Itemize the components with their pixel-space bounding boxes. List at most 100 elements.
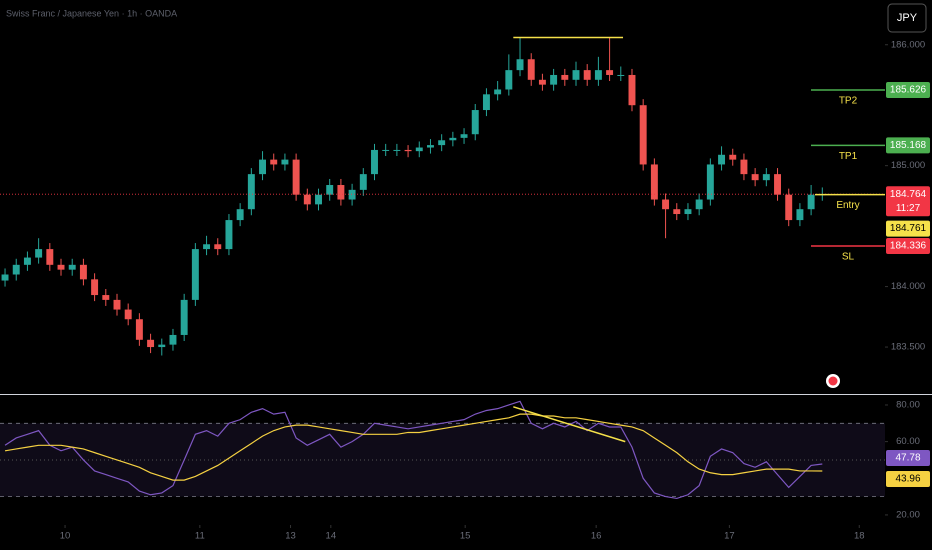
- candle-body: [673, 209, 681, 215]
- candle-body: [684, 209, 692, 215]
- candle-body: [471, 110, 479, 135]
- candle-body: [494, 89, 502, 95]
- series-line: [4, 413, 823, 481]
- y-tick-label: 80.00: [896, 399, 920, 410]
- candle-body: [538, 79, 546, 85]
- x-tick-label: 13: [285, 531, 296, 542]
- candle-body: [762, 174, 770, 181]
- candle-body: [57, 264, 65, 270]
- level-price: 184.336: [890, 241, 927, 252]
- candle-body: [706, 164, 714, 200]
- y-tick-label: 184.000: [891, 281, 925, 292]
- x-tick-label: 18: [854, 531, 865, 542]
- candle-body: [482, 94, 490, 111]
- candle-body: [807, 194, 815, 210]
- candle-body: [23, 257, 31, 265]
- candle-body: [12, 264, 20, 275]
- candle-body: [393, 149, 401, 151]
- candle-body: [751, 174, 759, 181]
- candle-body: [147, 339, 155, 348]
- last-price-label: 184.764: [890, 189, 927, 200]
- level-price-tag: [886, 237, 930, 254]
- level-price: 185.626: [890, 85, 927, 96]
- candle-body: [382, 149, 390, 151]
- candle-body: [740, 159, 748, 175]
- candle-body: [1, 274, 9, 281]
- candle-body: [438, 140, 446, 146]
- countdown-label: 11:27: [896, 203, 921, 214]
- level-price-tag: [886, 81, 930, 98]
- level-name: SL: [842, 252, 855, 263]
- candle-body: [460, 134, 468, 138]
- level-name: TP1: [839, 151, 858, 162]
- series-value-tag: [886, 450, 930, 467]
- candle-body: [617, 74, 625, 76]
- candle-body: [135, 319, 143, 340]
- x-tick-label: 17: [724, 531, 735, 542]
- series-value-label: 43.96: [895, 474, 920, 485]
- level-price: 185.168: [890, 140, 927, 151]
- candle-body: [550, 74, 558, 85]
- candle-body: [158, 344, 166, 348]
- candle-body: [718, 154, 726, 165]
- candle-body: [281, 159, 289, 165]
- y-tick-label: 183.500: [891, 342, 925, 353]
- currency-label[interactable]: JPY: [897, 12, 918, 24]
- level-price-tag: [886, 220, 930, 237]
- candle-body: [796, 209, 804, 221]
- candle-body: [404, 149, 412, 152]
- x-tick-label: 11: [195, 531, 205, 542]
- candle-body: [46, 249, 54, 265]
- candle-body: [650, 164, 658, 200]
- y-tick-label: 185.000: [891, 160, 925, 171]
- candle-body: [639, 105, 647, 165]
- candle-body: [169, 334, 177, 345]
- alert-icon-inner: [828, 376, 838, 386]
- candle-body: [572, 70, 580, 80]
- candle-body: [214, 244, 222, 250]
- candle-body: [628, 74, 636, 106]
- candle-body: [79, 264, 87, 280]
- candle-body: [426, 145, 434, 148]
- candle-body: [516, 59, 524, 71]
- level-name: TP2: [839, 96, 858, 107]
- candle-body: [606, 70, 614, 75]
- candle-body: [326, 185, 334, 195]
- candle-body: [359, 174, 367, 190]
- candle-body: [505, 70, 513, 90]
- candle-body: [270, 159, 278, 165]
- candle-body: [68, 264, 76, 270]
- currency-button[interactable]: [887, 3, 927, 33]
- rsi-band: [0, 423, 885, 497]
- chart-title: Swiss Franc / Japanese Yen · 1h · OANDA: [6, 8, 177, 18]
- candle-body: [527, 59, 535, 80]
- candle-body: [236, 209, 244, 221]
- candle-body: [561, 74, 569, 80]
- series-value-label: 47.78: [895, 453, 920, 464]
- y-tick-label: 60.00: [896, 436, 920, 447]
- candle-body: [415, 147, 423, 152]
- candle-body: [583, 70, 591, 80]
- candle-body: [594, 70, 602, 80]
- candle-body: [102, 295, 110, 300]
- level-name: Entry: [836, 200, 859, 211]
- level-price-tag: [886, 137, 930, 154]
- candle-body: [180, 299, 188, 335]
- candle-body: [348, 189, 356, 200]
- trendline: [513, 406, 626, 443]
- candle-body: [247, 174, 255, 210]
- candle-body: [774, 174, 781, 195]
- candle-body: [303, 194, 311, 205]
- candle-body: [35, 249, 43, 258]
- candle-body: [259, 159, 267, 175]
- x-tick-label: 15: [460, 531, 471, 542]
- candle-body: [695, 199, 703, 210]
- candle-body: [337, 185, 345, 200]
- candle-body: [124, 309, 132, 320]
- candle-body: [91, 279, 99, 296]
- candle-body: [225, 220, 233, 250]
- candle-body: [113, 299, 121, 310]
- candle-body: [292, 159, 300, 195]
